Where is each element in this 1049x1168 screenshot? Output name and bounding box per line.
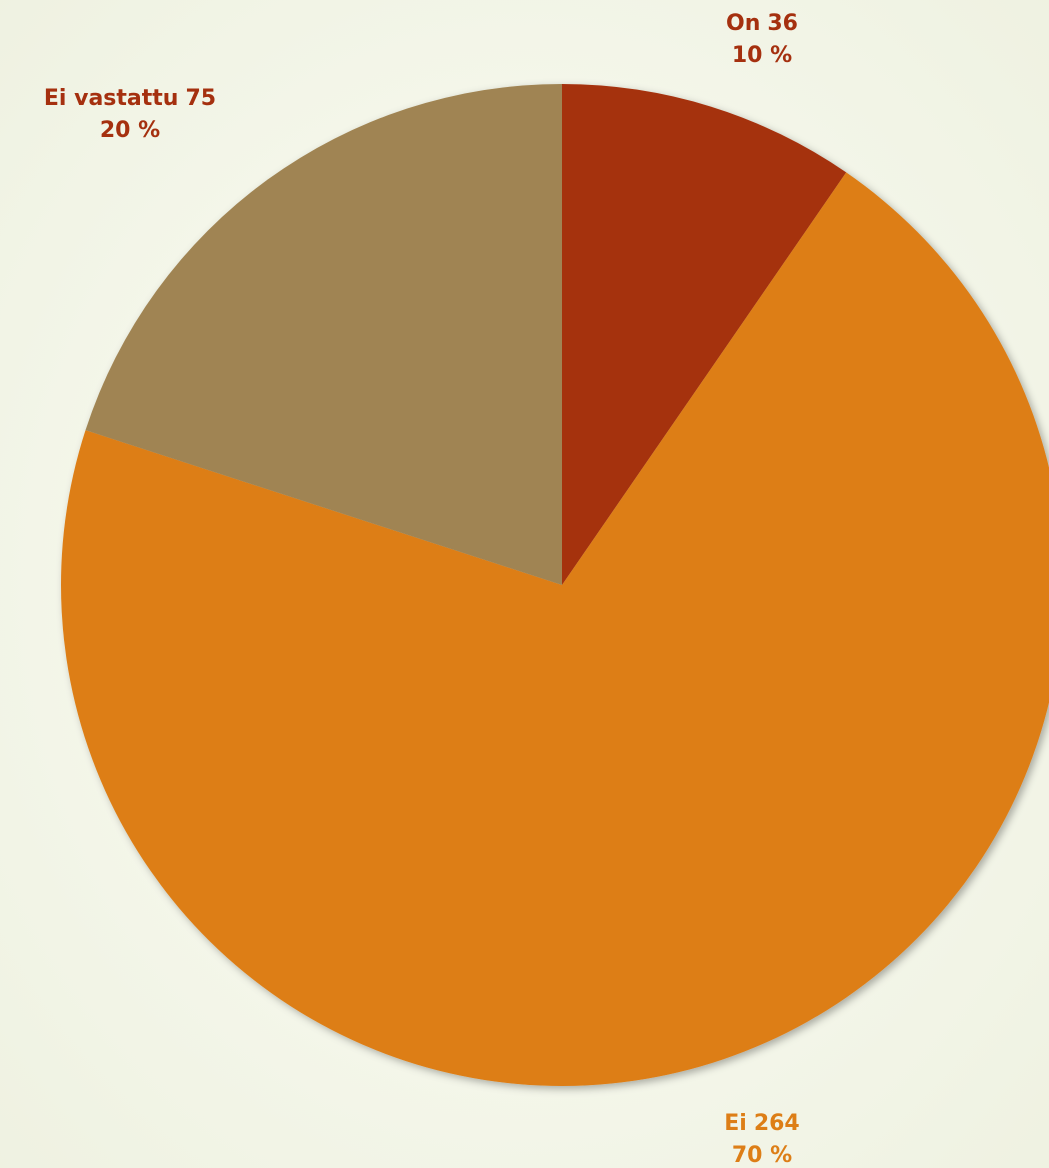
percent-label: 70 % [732,1143,792,1168]
data-label: Ei 264 [724,1111,800,1136]
category-label: Ei vastattu [44,86,179,111]
percent-label: 10 % [732,43,792,68]
category-label: On [726,11,760,36]
pie-slice [85,84,562,585]
data-label: Ei vastattu 75 [44,86,216,111]
labels: On 36 10 % Ei 264 70 % Ei vastattu 75 20 % [44,11,800,1168]
value-label: 36 [767,11,798,36]
pie-slice [562,84,847,585]
value-label: 264 [754,1111,800,1136]
value-label: 75 [185,86,216,111]
pie [61,84,1049,1086]
percent-label: 20 % [100,118,160,143]
data-label: On 36 [726,11,798,36]
pie-slice [61,172,1049,1086]
category-label: Ei [724,1111,747,1136]
